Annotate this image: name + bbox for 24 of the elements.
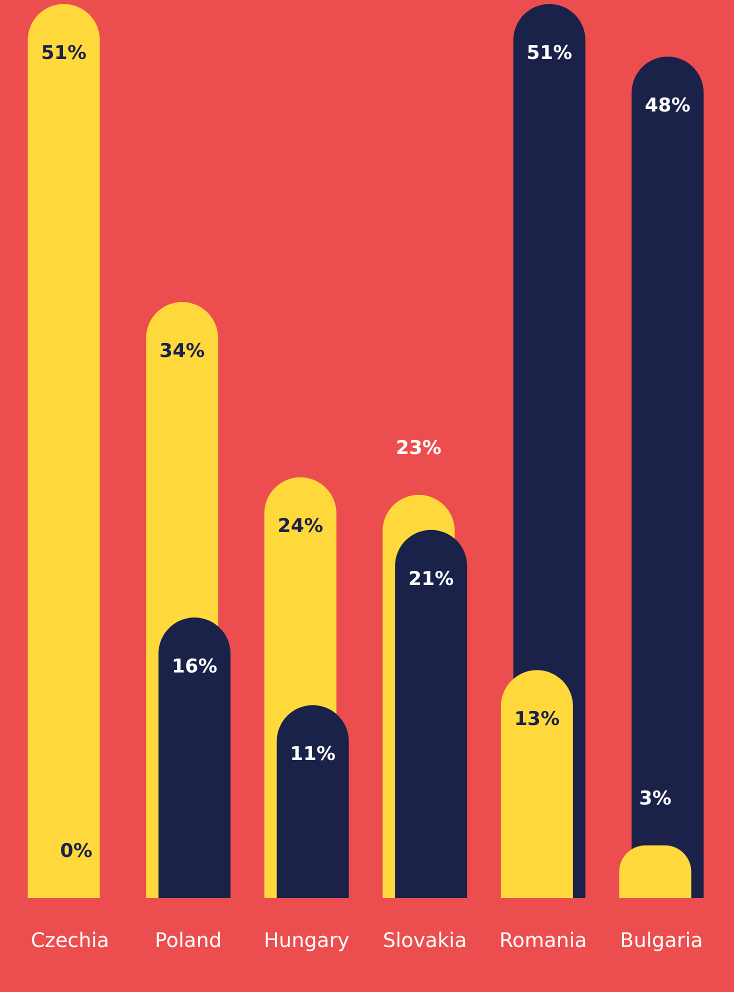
data-label: 51% — [526, 42, 572, 64]
bar — [28, 4, 100, 898]
x-tick-label: Poland — [154, 928, 222, 952]
data-label: 24% — [278, 515, 324, 538]
data-label: 48% — [644, 94, 690, 117]
bar — [276, 705, 349, 898]
x-tick-label: Slovakia — [382, 928, 467, 952]
bar — [632, 56, 704, 898]
data-label: 16% — [172, 655, 218, 678]
data-label: 23% — [396, 436, 442, 459]
data-label: 51% — [41, 42, 87, 64]
x-tick-label: Romania — [499, 928, 587, 952]
x-tick-label: Hungary — [264, 928, 350, 952]
data-label: 13% — [514, 708, 560, 730]
data-label: 3% — [639, 787, 672, 810]
bar — [500, 670, 573, 898]
bar — [158, 618, 231, 898]
data-label: 34% — [159, 340, 205, 362]
data-label: 0% — [60, 840, 92, 862]
bar — [395, 530, 468, 898]
x-tick-label: Bulgaria — [620, 928, 703, 952]
x-tick-label: Czechia — [30, 928, 110, 952]
data-label: 11% — [290, 743, 336, 766]
data-label: 21% — [408, 568, 454, 590]
